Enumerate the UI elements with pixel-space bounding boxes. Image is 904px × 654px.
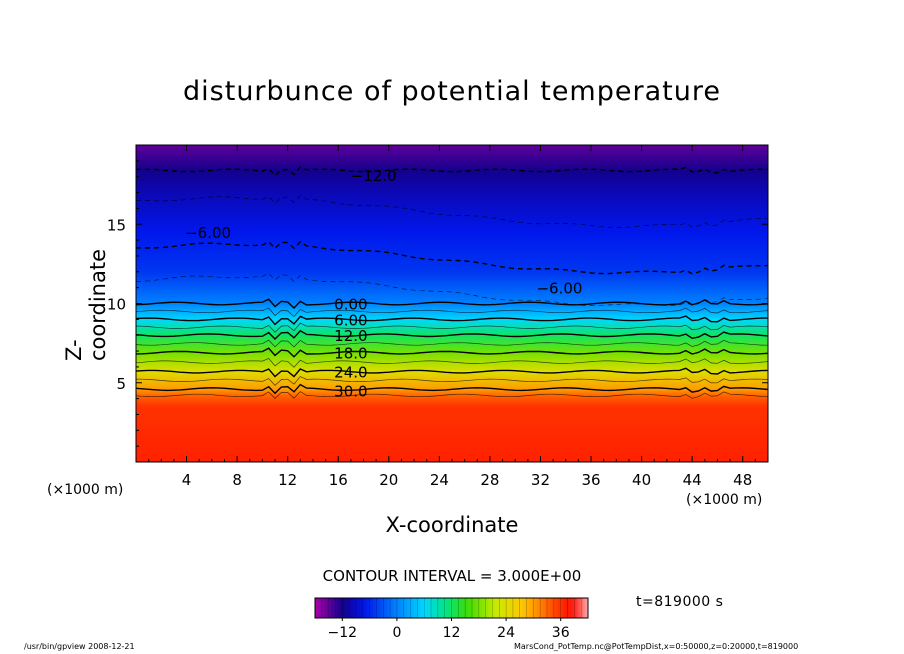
x-tick-label: 24 [430, 471, 449, 489]
x-tick-label: 48 [733, 471, 752, 489]
contour-label: 0.00 [334, 296, 367, 314]
colorbar: −12 0 12 24 36 [314, 597, 589, 641]
chart-title: disturbunce of potential temperature [183, 76, 721, 107]
footer-right: MarsCond_PotTemp.nc@PotTempDist,x=0:5000… [514, 642, 799, 651]
contour-label: 30.0 [334, 383, 367, 401]
contour-label: 6.00 [334, 311, 367, 329]
colorbar-tick-label: 36 [552, 625, 570, 641]
contour-label: 18.0 [334, 345, 367, 363]
contour-line [135, 357, 769, 368]
field-fill [136, 145, 768, 462]
x-tick-label: 44 [683, 471, 702, 489]
colorbar-tick-label: 0 [392, 625, 401, 641]
colorbar-tick-label: 12 [443, 625, 461, 641]
y-tick-label: 5 [116, 375, 126, 393]
contour-line [135, 391, 769, 399]
y-tick-label: 15 [107, 216, 126, 234]
contour-line [135, 383, 769, 395]
contour-line [135, 329, 769, 340]
colorbar-tick-label: −12 [328, 625, 358, 641]
x-tick-label: 12 [278, 471, 297, 489]
x-tick-label: 32 [531, 471, 550, 489]
contour-line [135, 367, 769, 378]
time-label: t=819000 s [636, 594, 724, 610]
x-unit-right: (×1000 m) [686, 492, 763, 508]
contour-line [135, 195, 769, 228]
y-tick-label: 10 [107, 296, 126, 314]
colorbar-tick-label: 24 [497, 625, 515, 641]
contour-label: −12.0 [351, 167, 397, 185]
contour-line [135, 307, 769, 317]
contour-label: 12.0 [334, 327, 367, 345]
x-unit-left: (×1000 m) [47, 482, 124, 498]
x-tick-label: 8 [232, 471, 242, 489]
contour-line [135, 376, 769, 386]
contour-field [136, 145, 768, 462]
contour-label: −6.00 [185, 224, 231, 242]
contour-line [135, 298, 769, 309]
x-tick-label: 36 [581, 471, 600, 489]
contour-line [135, 322, 769, 333]
contour-line [135, 166, 769, 177]
contour-label: −6.00 [536, 280, 582, 298]
contour-interval: CONTOUR INTERVAL = 3.000E+00 [322, 567, 582, 585]
x-tick-label: 40 [632, 471, 651, 489]
contour-line [135, 240, 769, 275]
x-tick-label: 20 [379, 471, 398, 489]
x-tick-label: 4 [182, 471, 192, 489]
contour-line [135, 339, 769, 348]
footer-left: /usr/bin/gpview 2008-12-21 [24, 642, 135, 651]
contour-label: 24.0 [334, 364, 367, 382]
x-axis-label: X-coordinate [385, 513, 519, 537]
contour-line [135, 347, 769, 358]
contour-lines [135, 166, 769, 399]
x-tick-label: 16 [329, 471, 348, 489]
x-tick-label: 28 [480, 471, 499, 489]
contour-line [135, 315, 768, 326]
